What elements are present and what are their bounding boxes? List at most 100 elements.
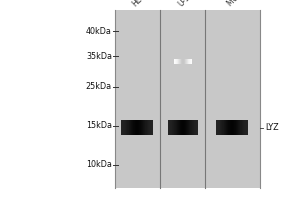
Bar — [186, 59, 187, 64]
Bar — [150, 120, 151, 135]
Bar — [231, 120, 232, 135]
Bar — [174, 120, 175, 135]
Bar — [184, 120, 185, 135]
Bar — [182, 59, 183, 64]
Bar — [197, 120, 198, 135]
Bar — [142, 120, 143, 135]
Bar — [115, 10, 260, 188]
Bar — [191, 59, 192, 64]
Bar — [172, 120, 173, 135]
Bar — [179, 59, 180, 64]
Bar — [188, 120, 189, 135]
Bar — [182, 120, 183, 135]
Bar — [183, 120, 184, 135]
Bar — [143, 120, 144, 135]
Text: 40kDa: 40kDa — [86, 27, 112, 36]
Bar — [180, 120, 181, 135]
Bar — [189, 59, 190, 64]
Bar — [189, 120, 190, 135]
Bar — [135, 120, 136, 135]
Bar — [186, 120, 187, 135]
Bar — [177, 59, 178, 64]
Bar — [185, 120, 186, 135]
Bar — [126, 120, 127, 135]
Bar — [152, 120, 153, 135]
Bar — [170, 120, 171, 135]
Bar — [169, 120, 170, 135]
Bar — [130, 120, 131, 135]
Bar — [173, 120, 174, 135]
Bar — [178, 120, 179, 135]
Bar — [192, 120, 193, 135]
Bar — [124, 120, 125, 135]
Bar — [238, 120, 239, 135]
Bar — [181, 120, 182, 135]
Bar — [185, 59, 186, 64]
Bar — [217, 120, 218, 135]
Bar — [219, 120, 220, 135]
Bar — [237, 120, 238, 135]
Bar — [241, 120, 242, 135]
Bar — [229, 120, 230, 135]
Bar — [171, 120, 172, 135]
Bar — [141, 120, 142, 135]
Bar — [123, 120, 124, 135]
Text: 15kDa: 15kDa — [86, 121, 112, 130]
Bar — [191, 120, 192, 135]
Bar — [138, 120, 139, 135]
Bar — [239, 120, 240, 135]
Bar — [244, 120, 245, 135]
Text: U-937: U-937 — [177, 0, 199, 8]
Bar — [148, 120, 149, 135]
Text: HL-60: HL-60 — [130, 0, 153, 8]
Bar — [179, 120, 180, 135]
Bar — [194, 120, 195, 135]
Bar — [190, 120, 191, 135]
Bar — [125, 120, 126, 135]
Bar — [122, 120, 123, 135]
Bar — [146, 120, 147, 135]
Bar — [233, 120, 234, 135]
Bar — [184, 59, 185, 64]
Bar — [232, 120, 233, 135]
Bar — [218, 120, 219, 135]
Bar — [190, 59, 191, 64]
Bar — [176, 120, 177, 135]
Bar — [131, 120, 132, 135]
Bar — [234, 120, 235, 135]
Bar — [177, 120, 178, 135]
Bar — [226, 120, 227, 135]
Bar — [236, 120, 237, 135]
Bar — [242, 120, 243, 135]
Bar — [188, 59, 189, 64]
Bar — [151, 120, 152, 135]
Bar — [136, 120, 137, 135]
Bar — [243, 120, 244, 135]
Bar — [220, 120, 221, 135]
Text: 35kDa: 35kDa — [86, 52, 112, 61]
Bar — [240, 120, 241, 135]
Bar — [145, 120, 146, 135]
Bar — [121, 120, 122, 135]
Bar — [147, 120, 148, 135]
Bar — [221, 120, 222, 135]
Bar — [181, 59, 182, 64]
Bar — [196, 120, 197, 135]
Bar — [193, 120, 194, 135]
Bar — [187, 120, 188, 135]
Bar — [137, 120, 138, 135]
Bar — [222, 120, 223, 135]
Bar — [168, 120, 169, 135]
Bar — [230, 120, 231, 135]
Bar — [187, 59, 188, 64]
Bar — [224, 120, 225, 135]
Text: Mouse lung: Mouse lung — [226, 0, 263, 8]
Bar — [225, 120, 226, 135]
Bar — [183, 59, 184, 64]
Bar — [132, 120, 133, 135]
Bar — [149, 120, 150, 135]
Bar — [129, 120, 130, 135]
Bar — [175, 59, 176, 64]
Text: 25kDa: 25kDa — [86, 82, 112, 91]
Bar — [246, 120, 247, 135]
